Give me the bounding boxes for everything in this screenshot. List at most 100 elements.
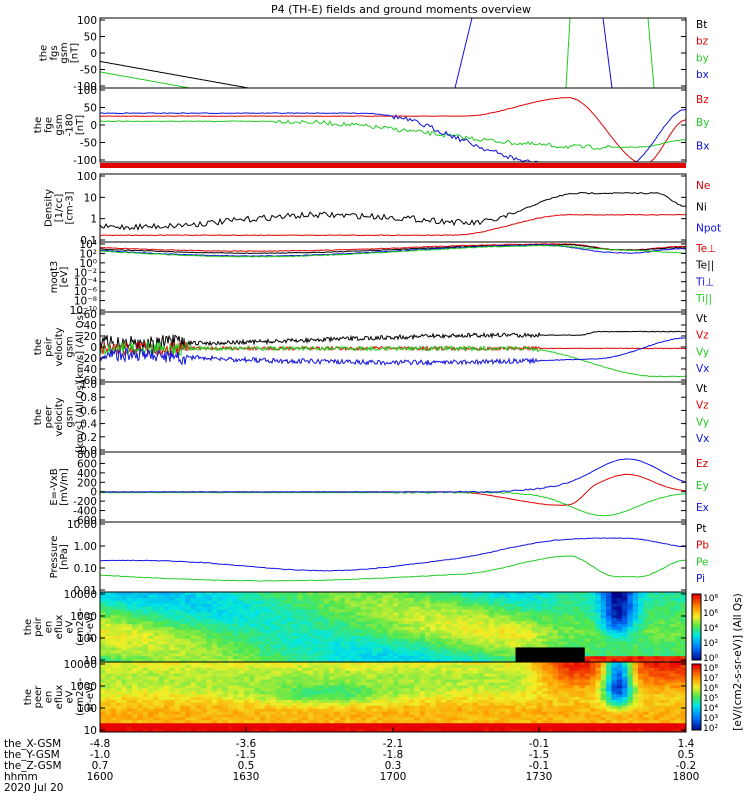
heatmap-cell: [137, 717, 144, 721]
heatmap-cell: [382, 653, 389, 657]
heatmap-cell: [424, 694, 431, 698]
heatmap-cell: [670, 656, 676, 660]
heatmap-cell: [297, 592, 304, 596]
heatmap-cell: [185, 682, 192, 686]
series-bx-segment: [454, 18, 473, 88]
heatmap-cell: [297, 685, 304, 689]
heatmap-cell: [536, 644, 543, 649]
heatmap-cell: [249, 708, 256, 713]
heatmap-cell: [382, 691, 389, 695]
heatmap-cell: [531, 691, 538, 695]
heatmap-cell: [483, 641, 490, 646]
heatmap-cell: [217, 676, 224, 681]
heatmap-cell: [275, 624, 282, 628]
heatmap-cell: [110, 641, 117, 646]
heatmap-cell: [115, 629, 122, 634]
heatmap-cell: [638, 659, 644, 662]
heatmap-cell: [515, 726, 522, 730]
heatmap-cell: [307, 618, 314, 622]
heatmap-cell: [334, 697, 341, 701]
heatmap-cell: [638, 615, 644, 619]
heatmap-cell: [286, 673, 293, 678]
heatmap-cell: [579, 615, 586, 619]
heatmap-cell: [520, 632, 527, 637]
heatmap-cell: [393, 694, 399, 698]
heatmap-cell: [281, 705, 288, 710]
heatmap-cell: [451, 697, 458, 701]
heatmap-cell: [179, 603, 186, 608]
heatmap-cell: [265, 662, 272, 666]
heatmap-cell: [531, 635, 538, 640]
heatmap-cell: [408, 697, 415, 701]
heatmap-cell: [435, 705, 442, 710]
heatmap-cell: [531, 606, 538, 611]
heatmap-cell: [163, 697, 170, 701]
heatmap-cell: [387, 594, 394, 599]
heatmap-cell: [675, 606, 682, 611]
heatmap-cell: [329, 650, 335, 654]
heatmap-cell: [472, 676, 479, 681]
heatmap-cell: [185, 597, 192, 602]
heatmap-cell: [131, 635, 138, 640]
heatmap-cell: [254, 659, 261, 662]
heatmap-cell: [265, 697, 272, 701]
heatmap-cell: [424, 717, 431, 721]
heatmap-cell: [100, 688, 106, 692]
ytick-label: 10⁻⁸: [74, 296, 97, 308]
heatmap-cell: [307, 670, 314, 675]
heatmap-cell: [137, 647, 144, 651]
heatmap-cell: [371, 729, 378, 732]
heatmap-cell: [478, 667, 485, 672]
heatmap-cell: [323, 603, 330, 608]
heatmap-cell: [361, 615, 367, 619]
heatmap-cell: [121, 708, 128, 713]
heatmap-cell: [403, 609, 410, 614]
heatmap-cell: [403, 603, 410, 608]
heatmap-cell: [403, 694, 410, 698]
heatmap-cell: [345, 662, 351, 666]
heatmap-cell: [456, 670, 463, 675]
heatmap-cell: [105, 691, 112, 695]
heatmap-cell: [377, 659, 383, 662]
heatmap-cell: [126, 711, 133, 716]
heatmap-cell: [110, 685, 117, 689]
heatmap-cell: [169, 606, 176, 611]
heatmap-cell: [520, 679, 527, 684]
heatmap-cell: [659, 638, 666, 643]
heatmap-cell: [334, 632, 341, 637]
heatmap-cell: [494, 638, 501, 643]
heatmap-cell: [222, 729, 229, 732]
heatmap-cell: [286, 621, 293, 625]
heatmap-cell: [393, 714, 399, 719]
heatmap-cell: [270, 632, 277, 637]
heatmap-cell: [238, 720, 245, 724]
heatmap-cell: [355, 594, 362, 599]
heatmap-cell: [217, 621, 224, 625]
efield-frame: [99, 451, 687, 523]
heatmap-cell: [520, 673, 527, 678]
heatmap-cell: [483, 597, 490, 602]
heatmap-cell: [131, 662, 138, 666]
heatmap-cell: [105, 624, 112, 628]
heatmap-cell: [302, 720, 309, 724]
heatmap-cell: [536, 667, 543, 672]
heatmap-cell: [462, 697, 469, 701]
heatmap-cell: [249, 670, 256, 675]
heatmap-cell: [291, 729, 298, 732]
heatmap-cell: [318, 606, 325, 611]
heatmap-cell: [227, 600, 234, 605]
heatmap-cell: [137, 632, 144, 637]
heatmap-cell: [211, 694, 218, 698]
heatmap-cell: [680, 615, 686, 619]
series-bt: [100, 60, 686, 88]
heatmap-cell: [238, 594, 245, 599]
heatmap-cell: [195, 694, 202, 698]
heatmap-cell: [403, 708, 410, 713]
heatmap-cell: [536, 594, 543, 599]
heatmap-cell: [222, 600, 229, 605]
heatmap-cell: [526, 597, 533, 602]
heatmap-cell: [542, 609, 549, 614]
heatmap-cell: [627, 647, 634, 651]
heatmap-cell: [334, 650, 341, 654]
heatmap-cell: [355, 708, 362, 713]
